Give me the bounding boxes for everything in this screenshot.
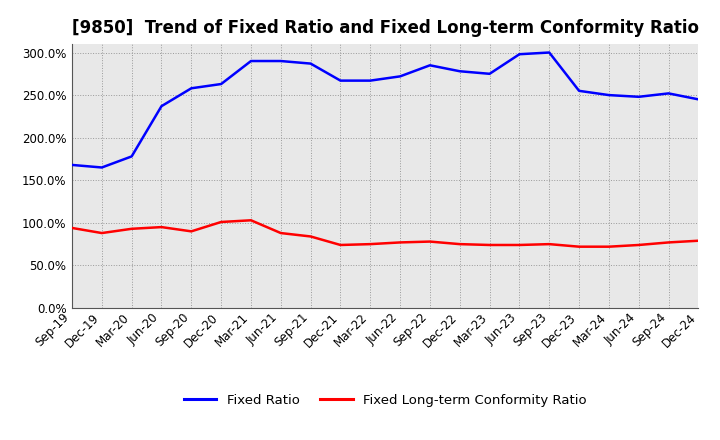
Fixed Long-term Conformity Ratio (127, 226, 136, 231)
Fixed Long-term Conformity Ratio (396, 240, 405, 245)
Fixed Long-term Conformity Ratio (157, 224, 166, 230)
Fixed Long-term Conformity Ratio (247, 218, 256, 223)
Fixed Ratio (694, 97, 703, 102)
Line: Fixed Long-term Conformity Ratio: Fixed Long-term Conformity Ratio (72, 220, 698, 247)
Fixed Ratio (485, 71, 494, 77)
Fixed Ratio (187, 86, 196, 91)
Fixed Long-term Conformity Ratio (217, 220, 225, 225)
Fixed Ratio (426, 62, 434, 68)
Fixed Ratio (217, 81, 225, 87)
Fixed Long-term Conformity Ratio (634, 242, 643, 248)
Fixed Ratio (127, 154, 136, 159)
Fixed Long-term Conformity Ratio (665, 240, 673, 245)
Fixed Long-term Conformity Ratio (366, 242, 374, 247)
Fixed Ratio (575, 88, 583, 93)
Fixed Long-term Conformity Ratio (605, 244, 613, 249)
Fixed Long-term Conformity Ratio (456, 242, 464, 247)
Fixed Ratio (515, 51, 523, 57)
Fixed Ratio (634, 94, 643, 99)
Fixed Long-term Conformity Ratio (68, 225, 76, 231)
Line: Fixed Ratio: Fixed Ratio (72, 52, 698, 168)
Fixed Long-term Conformity Ratio (336, 242, 345, 248)
Fixed Long-term Conformity Ratio (515, 242, 523, 248)
Fixed Long-term Conformity Ratio (97, 231, 106, 236)
Fixed Ratio (396, 74, 405, 79)
Fixed Ratio (336, 78, 345, 83)
Title: [9850]  Trend of Fixed Ratio and Fixed Long-term Conformity Ratio: [9850] Trend of Fixed Ratio and Fixed Lo… (72, 19, 698, 37)
Fixed Ratio (97, 165, 106, 170)
Fixed Ratio (157, 103, 166, 109)
Fixed Ratio (545, 50, 554, 55)
Fixed Long-term Conformity Ratio (426, 239, 434, 244)
Fixed Ratio (68, 162, 76, 168)
Legend: Fixed Ratio, Fixed Long-term Conformity Ratio: Fixed Ratio, Fixed Long-term Conformity … (179, 389, 592, 412)
Fixed Ratio (306, 61, 315, 66)
Fixed Long-term Conformity Ratio (187, 229, 196, 234)
Fixed Long-term Conformity Ratio (276, 231, 285, 236)
Fixed Long-term Conformity Ratio (485, 242, 494, 248)
Fixed Ratio (276, 59, 285, 64)
Fixed Ratio (366, 78, 374, 83)
Fixed Ratio (665, 91, 673, 96)
Fixed Ratio (456, 69, 464, 74)
Fixed Long-term Conformity Ratio (575, 244, 583, 249)
Fixed Long-term Conformity Ratio (306, 234, 315, 239)
Fixed Long-term Conformity Ratio (545, 242, 554, 247)
Fixed Ratio (605, 92, 613, 98)
Fixed Long-term Conformity Ratio (694, 238, 703, 243)
Fixed Ratio (247, 59, 256, 64)
